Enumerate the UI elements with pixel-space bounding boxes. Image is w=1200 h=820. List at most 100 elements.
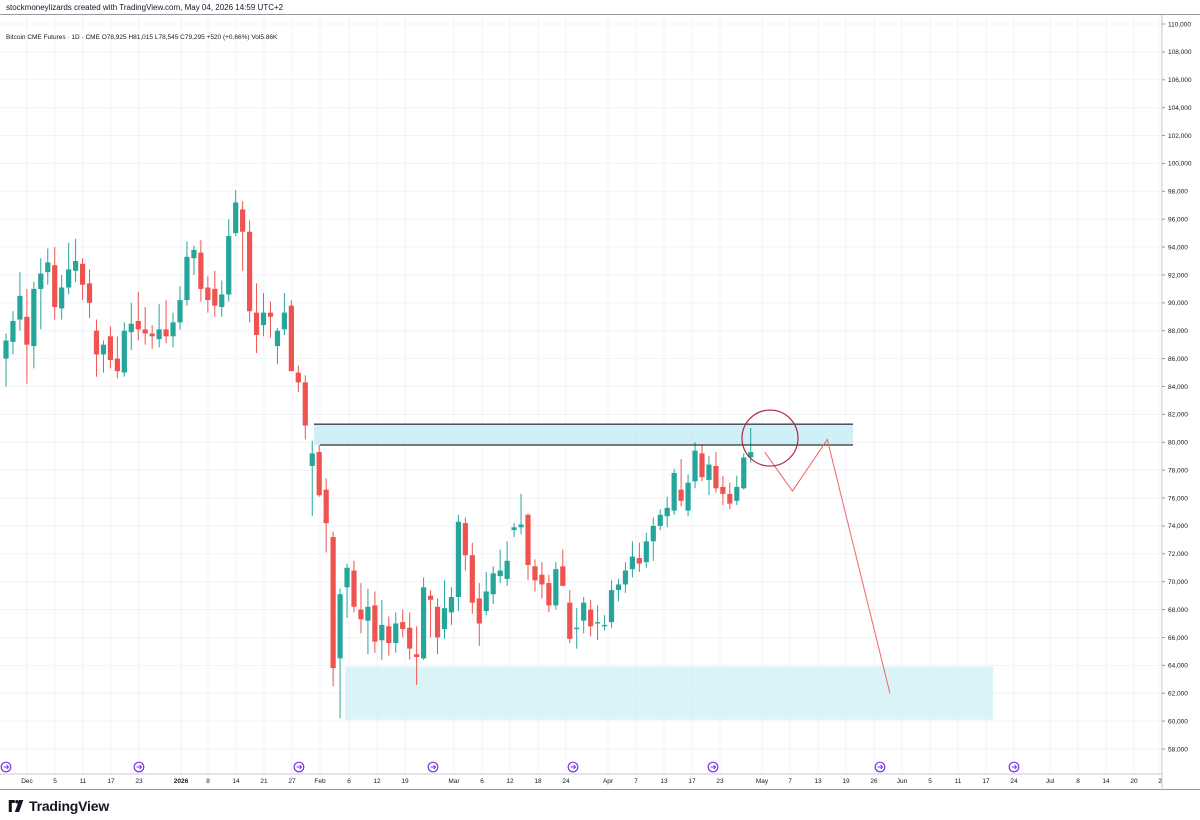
price-chart[interactable]: 58,000 60,000 62,000 64,000 66,000 68,000 70,0… (0, 15, 1200, 791)
y-tick-label: 78,000 (1168, 467, 1188, 474)
candle-body-up (3, 340, 9, 359)
candle-body-down (114, 358, 120, 372)
symbol-ohlc-legend: Bitcoin CME Futures · 1D · CME O78,925 H… (6, 34, 278, 41)
x-tick-label: 13 (814, 778, 822, 785)
candle-body-down (386, 626, 392, 644)
candle-body-down (407, 627, 413, 649)
x-tick-label: 23 (135, 778, 143, 785)
candle-body-up (664, 507, 670, 517)
candle-body-down (253, 312, 260, 335)
candle-body-up (741, 457, 747, 489)
candle-body-down (295, 372, 301, 383)
y-tick-label: 84,000 (1168, 384, 1188, 391)
candle-body-up (650, 525, 656, 542)
candle-body-up (344, 567, 350, 588)
x-tick-label: 19 (401, 778, 409, 785)
x-tick-label: Mar (448, 778, 460, 785)
x-tick-label: Apr (603, 778, 614, 785)
y-tick-label: 72,000 (1168, 551, 1188, 558)
candle-body-up (393, 623, 399, 644)
event-marker-icon (707, 761, 719, 773)
candle-body-down (678, 489, 684, 501)
x-tick-label: 5 (928, 778, 932, 785)
event-marker-icon (293, 761, 305, 773)
tradingview-logo[interactable]: TradingView (8, 798, 109, 814)
candle-body-down (699, 453, 705, 478)
candle-body-up (191, 249, 197, 259)
y-tick-label: 106,000 (1168, 77, 1192, 84)
candle-body-up (455, 521, 461, 598)
candle-body-down (267, 312, 274, 317)
candle-body-up (128, 323, 134, 333)
candle-body-up (601, 624, 608, 627)
x-tick-label: 14 (232, 778, 240, 785)
candle-body-up (170, 322, 176, 337)
support-zone (345, 666, 993, 720)
candle-body-up (685, 482, 691, 511)
tradingview-mark-icon (8, 800, 24, 812)
candle-body-down (525, 514, 531, 565)
candle-body-up (511, 527, 517, 531)
candle-body-down (469, 555, 475, 603)
candle-body-up (226, 235, 232, 295)
x-tick-label: 7 (788, 778, 792, 785)
candle-body-down (135, 320, 141, 330)
x-tick-label: 8 (1076, 778, 1080, 785)
candle-body-up (281, 312, 287, 330)
candle-body-up (615, 584, 622, 591)
candle-body-up (608, 590, 615, 623)
candle-body-up (497, 570, 503, 577)
y-tick-label: 58,000 (1168, 746, 1188, 753)
chart-area[interactable]: 58,000 60,000 62,000 64,000 66,000 68,000 70,0… (0, 14, 1200, 791)
candle-body-down (462, 523, 468, 556)
x-tick-label: 26 (870, 778, 878, 785)
x-tick-label: 18 (534, 778, 542, 785)
y-tick-label: 70,000 (1168, 579, 1188, 586)
candle-body-up (734, 486, 740, 501)
candle-body-down (414, 654, 420, 657)
event-marker-icon (1008, 761, 1020, 773)
candle-body-down (330, 537, 336, 669)
candle-body-down (351, 570, 357, 607)
x-tick-label: 23 (716, 778, 724, 785)
x-tick-label: 5 (53, 778, 57, 785)
tradingview-brand-text: TradingView (29, 798, 110, 814)
candle-body-up (622, 570, 629, 585)
candle-body-up (692, 450, 698, 482)
event-marker-icon (133, 761, 145, 773)
resistance-zone (314, 424, 853, 446)
candle-body-down (198, 252, 204, 289)
y-tick-label: 64,000 (1168, 663, 1188, 670)
event-marker-icon (874, 761, 886, 773)
y-tick-label: 88,000 (1168, 328, 1188, 335)
candle-body-down (567, 602, 573, 639)
candle-body-down (247, 231, 253, 312)
candle-body-up (66, 269, 72, 288)
candle-body-down (720, 486, 726, 494)
candle-body-up (553, 569, 559, 606)
candle-body-up (706, 464, 712, 480)
x-tick-label: 20 (1130, 778, 1138, 785)
highlight-circle (741, 409, 799, 467)
x-tick-label: Jun (897, 778, 908, 785)
candle-body-down (427, 595, 434, 600)
candle-body-up (100, 344, 107, 355)
event-marker-icon (427, 761, 439, 773)
candle-body-down (86, 283, 93, 303)
candle-body-up (595, 622, 601, 624)
candle-body-up (483, 591, 489, 611)
candle-body-down (163, 329, 169, 337)
x-tick-label: 17 (107, 778, 115, 785)
candle-body-up (156, 329, 162, 340)
candle-body-up (643, 541, 649, 563)
candle-body-down (636, 557, 642, 564)
y-tick-label: 68,000 (1168, 607, 1188, 614)
candle-body-up (748, 452, 754, 458)
candle-body-down (52, 265, 58, 308)
event-arrow-icon (570, 764, 577, 770)
candle-body-down (316, 452, 322, 496)
x-tick-label: 2 (1158, 778, 1162, 785)
candle-body-up (59, 287, 65, 309)
candle-body-down (532, 566, 538, 581)
x-tick-label: 19 (842, 778, 850, 785)
